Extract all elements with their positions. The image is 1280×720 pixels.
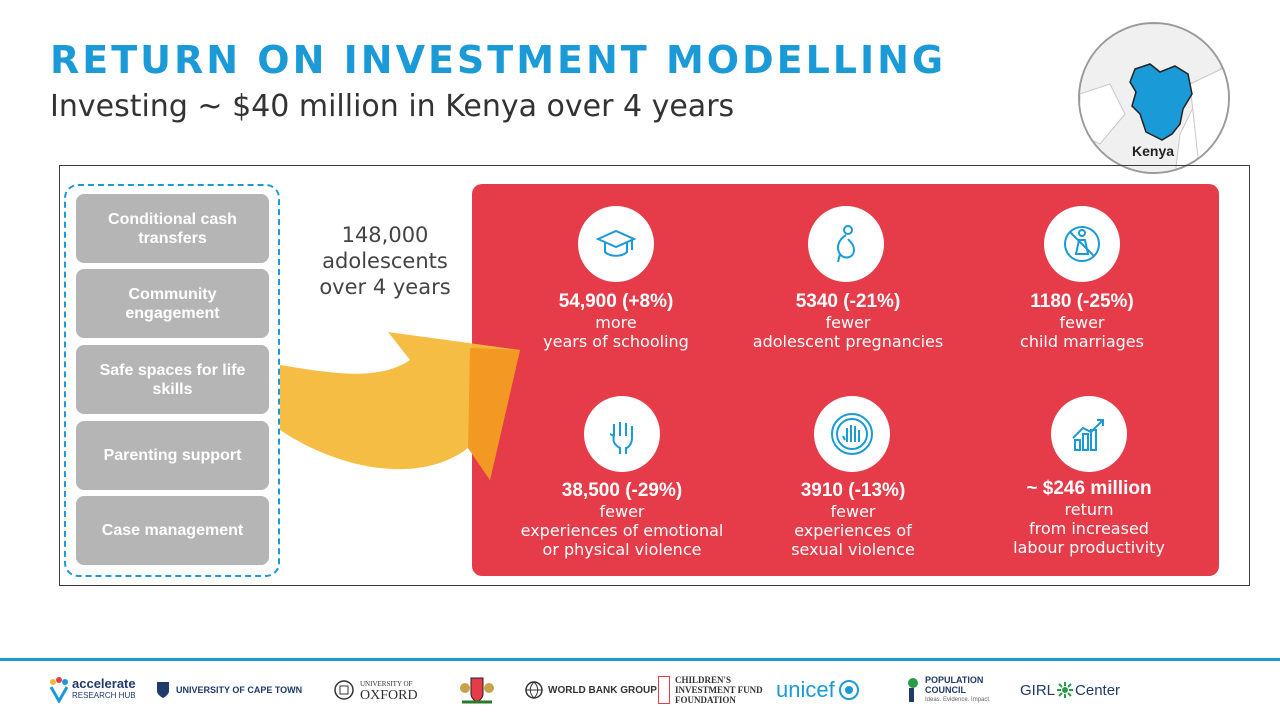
pregnancy-icon [808, 206, 884, 282]
intervention-case-management: Case management [76, 496, 269, 565]
ciff-logo-line2: INVESTMENT FUND [675, 685, 763, 695]
girl-center-logo: GIRL Center [1020, 672, 1120, 708]
unicef-logo: unicef [776, 672, 860, 708]
outcome-value: 38,500 (-29%) [561, 480, 683, 501]
uct-logo: UNIVERSITY OF CAPE TOWN [156, 672, 302, 708]
growth-chart-icon [1051, 396, 1127, 472]
outcome-description: fewer experiences of emotional or physic… [520, 502, 724, 559]
intervention-safe-spaces: Safe spaces for life skills [76, 345, 269, 414]
raised-fist-icon [584, 396, 660, 472]
girl-center-text-a: GIRL [1020, 681, 1056, 699]
outcome-description: return from increased labour productivit… [1013, 500, 1165, 557]
population-council-line1: POPULATION [925, 675, 984, 685]
map-label: Kenya [1132, 143, 1175, 159]
outcome-emotional-violence: 38,500 (-29%) fewer experiences of emoti… [502, 480, 742, 559]
outcome-schooling: 54,900 (+8%) more years of schooling [496, 291, 736, 351]
outcome-value: ~ $246 million [1026, 478, 1152, 499]
outcome-return: ~ $246 million return from increased lab… [969, 478, 1209, 557]
page-title: RETURN ON INVESTMENT MODELLING [50, 38, 947, 82]
oxford-logo-text: OXFORD [360, 688, 418, 703]
content-frame [59, 165, 1250, 586]
world-bank-logo: WORLD BANK GROUP [524, 672, 657, 708]
population-council-line2: COUNCIL [925, 685, 966, 695]
population-council-logo: POPULATION COUNCIL Ideas. Evidence. Impa… [906, 672, 991, 708]
ciff-logo-line3: FOUNDATION [675, 695, 736, 705]
girl-center-text-b: Center [1075, 681, 1121, 699]
population-council-tagline: Ideas. Evidence. Impact. [925, 697, 991, 703]
oxford-logo-subtext: UNIVERSITY OF [360, 680, 413, 688]
kenya-coat-of-arms-logo [458, 672, 496, 708]
uct-logo-text: UNIVERSITY OF CAPE TOWN [176, 685, 303, 695]
ciff-logo: CHILDREN'S INVESTMENT FUND FOUNDATION [658, 672, 763, 708]
outcome-child-marriages: 1180 (-25%) fewer child marriages [962, 291, 1202, 351]
unicef-logo-text: unicef [776, 677, 835, 702]
kenya-map: Kenya [1078, 22, 1230, 174]
outcome-value: 54,900 (+8%) [558, 291, 674, 312]
no-child-marriage-icon [1044, 206, 1120, 282]
outcome-description: fewer child marriages [1020, 313, 1144, 351]
oxford-logo: UNIVERSITY OF OXFORD [333, 672, 418, 708]
graduation-cap-icon [578, 206, 654, 282]
intervention-cash-transfers: Conditional cash transfers [76, 194, 269, 263]
footer-divider [0, 658, 1280, 661]
accelerate-logo-text: accelerate [72, 676, 136, 691]
outcome-description: fewer experiences of sexual violence [791, 502, 915, 559]
accelerate-logo: accelerate RESEARCH HUB [48, 672, 136, 708]
outcome-description: fewer adolescent pregnancies [752, 313, 944, 351]
stop-hand-icon [814, 396, 890, 472]
outcome-value: 1180 (-25%) [1030, 291, 1134, 312]
outcome-value: 3910 (-13%) [800, 480, 906, 501]
outcome-description: more years of schooling [543, 313, 689, 351]
page-subtitle: Investing ~ $40 million in Kenya over 4 … [50, 89, 735, 124]
intervention-parenting-support: Parenting support [76, 421, 269, 490]
world-bank-logo-text: WORLD BANK GROUP [548, 684, 657, 696]
arrow-icon [280, 332, 520, 480]
accelerate-logo-subtext: RESEARCH HUB [72, 691, 136, 700]
intervention-community-engagement: Community engagement [76, 269, 269, 338]
interventions-box [64, 184, 280, 577]
ciff-logo-line1: CHILDREN'S [675, 675, 732, 685]
outcome-sexual-violence: 3910 (-13%) fewer experiences of sexual … [733, 480, 973, 559]
reach-text: 148,000 adolescents over 4 years [319, 223, 451, 299]
outcome-value: 5340 (-21%) [795, 291, 901, 312]
outcome-pregnancies: 5340 (-21%) fewer adolescent pregnancies [728, 291, 968, 351]
